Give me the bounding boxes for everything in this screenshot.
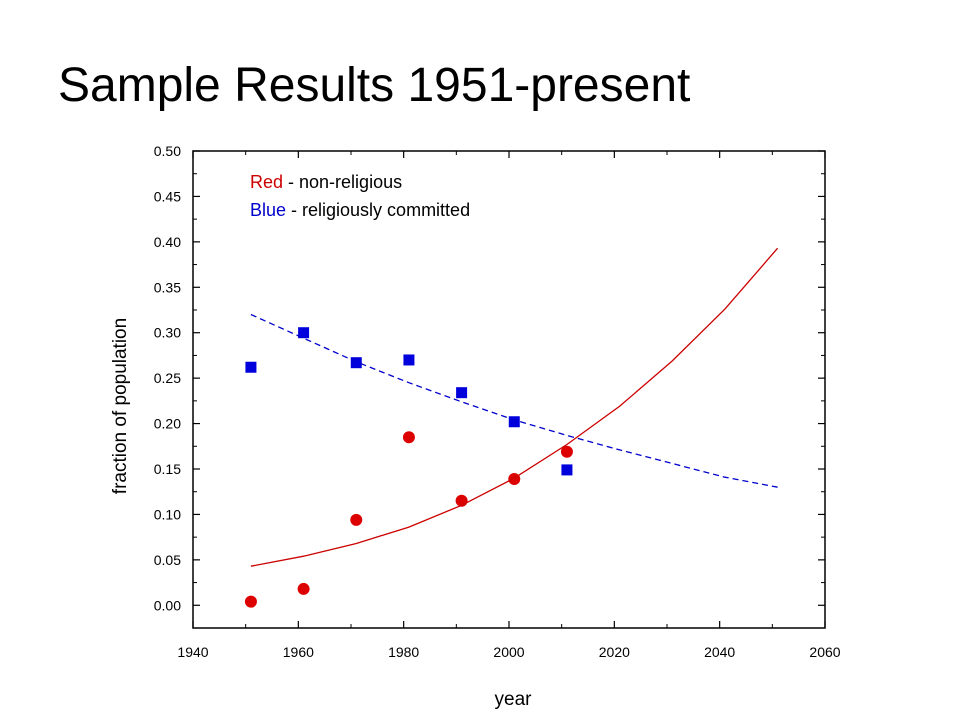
- legend-description: - non-religious: [283, 172, 402, 192]
- y-tick-label: 0.50: [154, 143, 181, 159]
- y-tick-label: 0.20: [154, 416, 181, 432]
- x-tick-label: 1980: [388, 644, 419, 660]
- blue-data-point: [456, 387, 468, 399]
- blue-data-point: [403, 354, 415, 366]
- x-tick-label: 1960: [283, 644, 314, 660]
- x-axis-title: year: [495, 689, 533, 710]
- legend-keyword: Red: [250, 172, 283, 192]
- plot-frame: [192, 150, 826, 629]
- y-tick-label: 0.15: [154, 461, 181, 477]
- y-tick-label: 0.35: [154, 279, 181, 295]
- red-data-point: [560, 445, 573, 458]
- x-tick-label: 1940: [177, 644, 208, 660]
- blue-data-point: [561, 464, 573, 476]
- red-data-point: [244, 595, 257, 608]
- y-tick-label: 0.05: [154, 552, 181, 568]
- blue-data-point: [508, 416, 520, 428]
- red-data-point: [297, 582, 310, 595]
- red-fit-curve: [250, 247, 779, 567]
- legend-entry: Red - non-religious: [250, 172, 402, 192]
- legend-keyword: Blue: [250, 200, 286, 220]
- blue-fit-curve: [250, 313, 778, 488]
- x-tick-label: 2020: [599, 644, 630, 660]
- red-data-point: [350, 513, 363, 526]
- x-tick-label: 2040: [704, 644, 735, 660]
- blue-data-point: [350, 357, 362, 369]
- y-tick-label: 0.10: [154, 506, 181, 522]
- slide-title: Sample Results 1951-present: [58, 59, 691, 112]
- legend-description: - religiously committed: [286, 200, 470, 220]
- y-tick-label: 0.45: [154, 188, 181, 204]
- y-tick-label: 0.00: [154, 597, 181, 613]
- blue-data-point: [245, 361, 257, 373]
- y-axis-title: fraction of population: [110, 318, 131, 494]
- x-tick-label: 2000: [493, 644, 524, 660]
- y-tick-label: 0.30: [154, 325, 181, 341]
- y-tick-label: 0.25: [154, 370, 181, 386]
- y-tick-label: 0.40: [154, 234, 181, 250]
- blue-data-point: [298, 327, 310, 339]
- red-data-point: [402, 431, 415, 444]
- x-tick-label: 2060: [809, 644, 840, 660]
- legend-entry: Blue - religiously committed: [250, 200, 470, 220]
